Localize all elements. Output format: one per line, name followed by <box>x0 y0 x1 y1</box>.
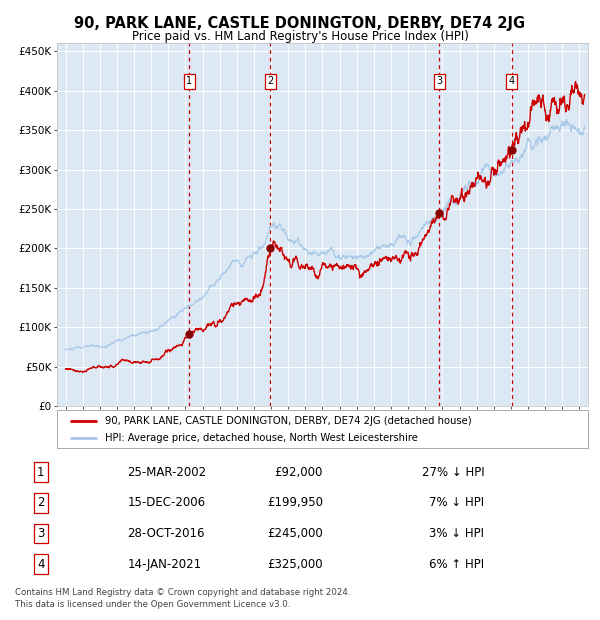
Text: 3: 3 <box>37 527 44 540</box>
Text: 4: 4 <box>37 557 44 570</box>
Text: 3% ↓ HPI: 3% ↓ HPI <box>430 527 484 540</box>
Text: 6% ↑ HPI: 6% ↑ HPI <box>429 557 484 570</box>
Text: £245,000: £245,000 <box>267 527 323 540</box>
Text: HPI: Average price, detached house, North West Leicestershire: HPI: Average price, detached house, Nort… <box>105 433 418 443</box>
Text: 90, PARK LANE, CASTLE DONINGTON, DERBY, DE74 2JG: 90, PARK LANE, CASTLE DONINGTON, DERBY, … <box>74 16 526 31</box>
Text: 14-JAN-2021: 14-JAN-2021 <box>127 557 202 570</box>
Text: Contains HM Land Registry data © Crown copyright and database right 2024.
This d: Contains HM Land Registry data © Crown c… <box>15 588 350 609</box>
Text: £92,000: £92,000 <box>275 466 323 479</box>
Text: 3: 3 <box>436 76 442 86</box>
Text: 2: 2 <box>37 496 44 509</box>
Text: Price paid vs. HM Land Registry's House Price Index (HPI): Price paid vs. HM Land Registry's House … <box>131 30 469 43</box>
Text: £199,950: £199,950 <box>267 496 323 509</box>
Text: 90, PARK LANE, CASTLE DONINGTON, DERBY, DE74 2JG (detached house): 90, PARK LANE, CASTLE DONINGTON, DERBY, … <box>105 416 472 426</box>
Text: 4: 4 <box>509 76 515 86</box>
Text: 25-MAR-2002: 25-MAR-2002 <box>127 466 206 479</box>
Text: 28-OCT-2016: 28-OCT-2016 <box>127 527 205 540</box>
Text: 7% ↓ HPI: 7% ↓ HPI <box>429 496 484 509</box>
Text: 1: 1 <box>187 76 193 86</box>
Text: 15-DEC-2006: 15-DEC-2006 <box>127 496 205 509</box>
Text: £325,000: £325,000 <box>268 557 323 570</box>
Text: 2: 2 <box>268 76 274 86</box>
Text: 1: 1 <box>37 466 44 479</box>
Text: 27% ↓ HPI: 27% ↓ HPI <box>422 466 484 479</box>
